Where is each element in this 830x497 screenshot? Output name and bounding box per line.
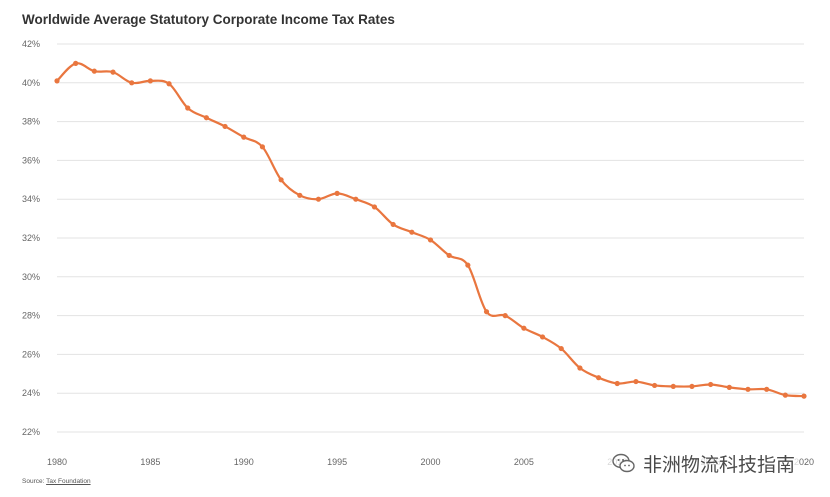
x-tick-label: 1985: [140, 457, 160, 467]
data-point: [539, 334, 546, 340]
x-tick-label: 2000: [420, 457, 440, 467]
data-point: [652, 382, 658, 389]
data-point: [147, 78, 153, 84]
source-note: Source: Tax Foundation: [22, 478, 91, 485]
y-tick-label: 38%: [22, 117, 40, 127]
x-tick-label: 2020: [794, 457, 814, 467]
data-point: [129, 80, 135, 86]
data-point: [315, 196, 322, 202]
data-point: [782, 392, 788, 398]
data-point: [185, 105, 191, 111]
data-point: [521, 325, 527, 331]
data-point: [502, 313, 508, 319]
y-tick-label: 34%: [22, 194, 40, 204]
data-point: [577, 365, 583, 371]
data-point: [278, 177, 284, 183]
gridlines: [57, 43, 804, 433]
data-point: [465, 262, 471, 268]
data-point: [801, 393, 807, 399]
data-point: [334, 190, 340, 196]
y-tick-label: 26%: [22, 349, 40, 359]
x-tick-label: 2005: [514, 457, 534, 467]
data-point: [633, 378, 639, 385]
y-tick-label: 28%: [22, 311, 40, 321]
data-point: [166, 81, 172, 87]
data-point: [670, 383, 676, 390]
data-point: [203, 115, 209, 121]
data-point: [483, 309, 490, 315]
y-tick-label: 32%: [22, 233, 40, 243]
source-label: Source:: [22, 478, 45, 485]
data-point: [353, 196, 359, 202]
data-point: [614, 380, 620, 387]
data-point: [708, 381, 714, 388]
y-tick-label: 42%: [22, 39, 40, 49]
x-tick-label: 1990: [234, 457, 254, 467]
data-point: [222, 123, 228, 130]
data-point: [297, 192, 303, 198]
data-point: [689, 383, 695, 390]
data-point: [764, 386, 770, 392]
data-point: [110, 69, 116, 75]
data-point: [446, 252, 452, 259]
watermark: 非洲物流科技指南: [607, 448, 800, 479]
y-tick-label: 24%: [22, 388, 40, 398]
data-point: [745, 386, 751, 392]
data-point: [726, 384, 732, 390]
data-point: [390, 221, 396, 228]
y-tick-label: 22%: [22, 427, 40, 437]
data-point: [73, 60, 79, 66]
watermark-text: 非洲物流科技指南: [643, 454, 796, 476]
wechat-icon: [612, 453, 635, 472]
data-point: [54, 78, 60, 84]
data-point: [427, 237, 434, 243]
x-tick-label: 1995: [327, 457, 347, 467]
data-point: [371, 204, 378, 210]
chart-title: Worldwide Average Statutory Corporate In…: [22, 12, 395, 27]
series-points: [54, 60, 807, 399]
y-tick-label: 40%: [22, 78, 40, 88]
y-axis-ticks: 22% 24% 26% 28% 30% 32% 34% 36% 38% 40% 42%: [22, 39, 40, 437]
y-tick-label: 30%: [22, 272, 40, 282]
data-point: [91, 68, 97, 74]
data-point: [241, 134, 247, 140]
data-point: [595, 375, 602, 381]
data-point: [259, 144, 266, 150]
data-point: [558, 345, 564, 352]
series-line: [56, 62, 805, 398]
x-tick-label: 1980: [47, 457, 67, 467]
y-tick-label: 36%: [22, 155, 40, 165]
source-link[interactable]: Tax Foundation: [46, 478, 91, 485]
data-point: [409, 229, 415, 235]
